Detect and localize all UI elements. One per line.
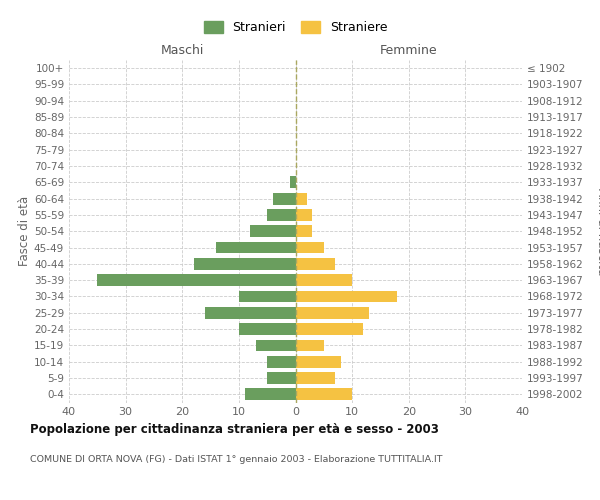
Text: COMUNE DI ORTA NOVA (FG) - Dati ISTAT 1° gennaio 2003 - Elaborazione TUTTITALIA.: COMUNE DI ORTA NOVA (FG) - Dati ISTAT 1°… [30,455,443,464]
Bar [194,258,296,270]
Bar [256,340,296,351]
Bar [296,372,335,384]
Bar [296,307,369,318]
Bar [296,340,324,351]
Bar [250,226,296,237]
Y-axis label: Anni di nascita: Anni di nascita [595,188,600,275]
Bar [296,388,352,400]
Bar [296,356,341,368]
Text: Femmine: Femmine [380,44,437,57]
Bar [239,290,296,302]
Bar [290,176,296,188]
Bar [296,193,307,204]
Bar [296,323,364,335]
Bar [245,388,296,400]
Bar [273,193,296,204]
Y-axis label: Fasce di età: Fasce di età [18,196,31,266]
Bar [216,242,296,254]
Bar [267,209,296,221]
Text: Maschi: Maschi [161,44,204,57]
Bar [239,323,296,335]
Legend: Stranieri, Straniere: Stranieri, Straniere [201,18,390,36]
Bar [296,290,397,302]
Bar [296,242,324,254]
Bar [296,258,335,270]
Text: Popolazione per cittadinanza straniera per età e sesso - 2003: Popolazione per cittadinanza straniera p… [30,422,439,436]
Bar [267,356,296,368]
Bar [97,274,296,286]
Bar [296,209,313,221]
Bar [205,307,296,318]
Bar [267,372,296,384]
Bar [296,274,352,286]
Bar [296,226,313,237]
